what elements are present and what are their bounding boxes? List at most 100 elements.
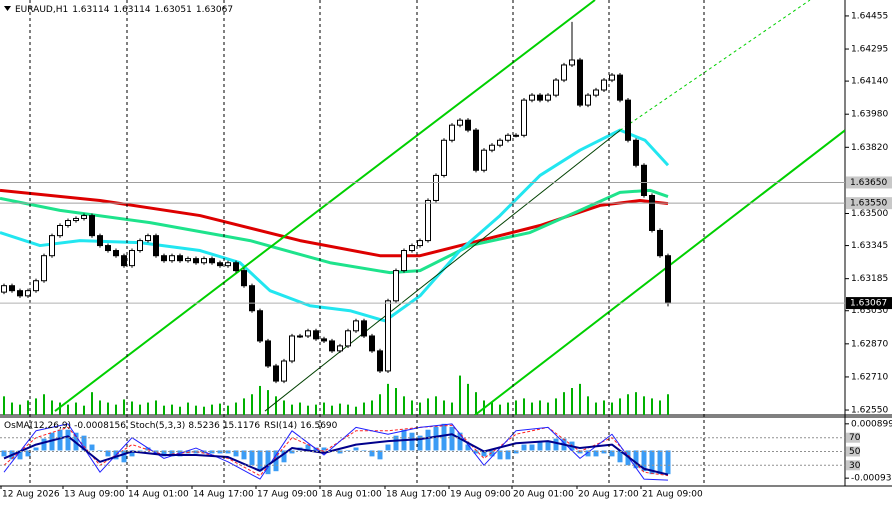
- candle-body: [49, 235, 55, 257]
- candle-body: [25, 290, 31, 297]
- indicator-value: 15.1176: [223, 421, 260, 431]
- indicator-value: -0.0008156: [74, 421, 126, 431]
- candle-body: [281, 360, 287, 382]
- candle-body: [65, 220, 71, 226]
- osma-bar: [457, 432, 463, 451]
- volume-bar: [179, 406, 181, 415]
- x-tick-label: 19 Aug 09:00: [450, 490, 511, 500]
- candle-body: [561, 64, 567, 81]
- volume-bar: [251, 394, 253, 415]
- header-value: 1.63051: [155, 5, 192, 15]
- volume-bar: [83, 405, 85, 415]
- osma-bar: [249, 450, 255, 466]
- volume-bar: [435, 396, 437, 415]
- candle-body: [481, 149, 487, 171]
- candle-body: [385, 300, 391, 372]
- main-plot: [0, 0, 845, 415]
- osma-bar: [641, 450, 647, 472]
- osma-bar: [449, 426, 455, 451]
- header-value: 1.63114: [113, 5, 150, 15]
- volume-bar: [291, 404, 293, 415]
- volume-bar: [3, 396, 5, 415]
- osma-bar: [649, 450, 655, 475]
- candle-body: [393, 270, 399, 302]
- header-value: 1.63067: [196, 5, 233, 15]
- osma-bar: [265, 450, 271, 475]
- indicator-tick-label: -0.000935: [851, 474, 892, 484]
- volume-bar: [171, 404, 173, 415]
- indicator-level-bg: [846, 460, 860, 471]
- osma-bar: [425, 429, 431, 451]
- volume-bar: [147, 402, 149, 415]
- volume-bar: [187, 402, 189, 415]
- candle-body: [105, 245, 111, 252]
- osma-bar: [377, 450, 383, 460]
- symbol: EURAUD,H1: [15, 5, 68, 15]
- indicator-tick-label: 50: [849, 447, 861, 457]
- candle-body: [473, 129, 479, 171]
- indicator-name: RSI(14): [264, 421, 297, 431]
- osma-bar: [25, 450, 31, 457]
- osma-bar: [89, 444, 95, 451]
- candle-body: [289, 335, 295, 362]
- osma-bar: [465, 444, 471, 451]
- volume-bar: [19, 404, 21, 415]
- level-label-bg: [846, 176, 892, 189]
- candle-body: [665, 255, 671, 304]
- indicator-tick-label: 30: [849, 461, 861, 471]
- osma-bar: [585, 450, 591, 457]
- osma-bar: [385, 444, 391, 451]
- candle-body: [1, 285, 7, 293]
- trendline: [619, 0, 811, 131]
- volume-bar: [659, 400, 661, 415]
- candle-body: [273, 365, 279, 382]
- volume-bar: [283, 400, 285, 415]
- volume-bar: [75, 402, 77, 415]
- candle-body: [241, 270, 247, 287]
- volume-bar: [579, 383, 581, 415]
- volume-bar: [627, 394, 629, 415]
- candle-body: [81, 215, 87, 219]
- x-tick-label: 21 Aug 09:00: [642, 490, 703, 500]
- volume-bar: [339, 403, 341, 415]
- osma-bar: [97, 450, 103, 451]
- volume-bar: [267, 390, 269, 415]
- candle-body: [121, 255, 127, 267]
- candle-body: [225, 262, 231, 267]
- volume-bar: [91, 392, 93, 415]
- y-tick-label: 1.62870: [851, 339, 888, 349]
- candle-body: [345, 330, 351, 347]
- volume-bar: [323, 402, 325, 415]
- x-tick-label: 12 Aug 2026: [2, 490, 60, 500]
- candle-body: [609, 74, 615, 81]
- osma-bar: [417, 435, 423, 451]
- volume-bar: [363, 402, 365, 415]
- volume-bar: [563, 392, 565, 415]
- osma-bar: [33, 447, 39, 451]
- candle-body: [137, 240, 143, 252]
- indicator-tick-label: 70: [849, 433, 861, 443]
- y-tick-label: 1.62710: [851, 372, 888, 382]
- candle-body: [41, 255, 47, 282]
- volume-bar: [379, 394, 381, 415]
- osma-bar: [665, 450, 671, 475]
- volume-bar: [123, 399, 125, 415]
- candle-body: [257, 310, 263, 342]
- volume-bar: [195, 405, 197, 415]
- candle-body: [329, 340, 335, 352]
- osma-bar: [409, 432, 415, 451]
- osma-bar: [65, 429, 71, 451]
- candle-body: [217, 262, 223, 267]
- volume-bar: [131, 401, 133, 415]
- candle-body: [145, 235, 151, 242]
- volume-bar: [539, 400, 541, 415]
- header-value: 1.63114: [72, 5, 109, 15]
- volume-bar: [667, 394, 669, 415]
- volume-bar: [459, 375, 461, 415]
- osma-bar: [545, 441, 551, 451]
- candle-body: [457, 119, 463, 126]
- volume-bar: [235, 402, 237, 415]
- osma-bar: [321, 447, 327, 451]
- osma-bar: [609, 450, 615, 457]
- volume-bar: [155, 400, 157, 415]
